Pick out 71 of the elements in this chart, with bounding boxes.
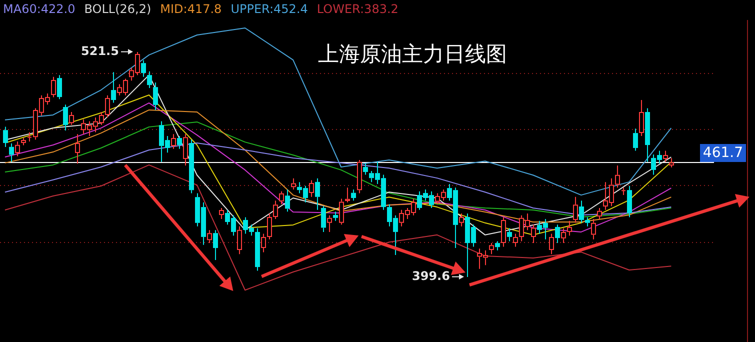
text: MA60:422.0 — [3, 2, 76, 16]
candlestick — [459, 213, 464, 227]
candlestick — [345, 187, 350, 203]
annotation: 521.5 — [81, 44, 119, 58]
candlestick — [495, 240, 500, 251]
candlestick — [645, 108, 650, 162]
candlestick — [9, 142, 14, 162]
candlestick — [255, 228, 260, 272]
candlestick — [549, 233, 554, 255]
candlestick — [57, 74, 62, 100]
text: LOWER:383.2 — [316, 2, 398, 16]
candlestick — [189, 139, 194, 194]
candlestick — [597, 207, 602, 220]
candlestick — [273, 200, 278, 220]
series-label: UPPER:452.4 — [230, 2, 308, 16]
candlestick — [333, 211, 338, 222]
candlestick — [633, 128, 638, 152]
candlestick — [363, 163, 368, 176]
candlestick — [639, 99, 644, 136]
candlestick — [207, 230, 212, 244]
candlestick — [579, 200, 584, 224]
candlestick — [309, 180, 314, 198]
annotation: 399.6 — [412, 269, 450, 283]
candlestick — [507, 228, 512, 242]
candlestick — [501, 216, 506, 248]
candlestick — [615, 165, 620, 188]
candlestick — [51, 76, 56, 98]
candlestick — [111, 72, 116, 104]
candlestick — [237, 226, 242, 255]
candlestick — [621, 187, 626, 196]
candlestick — [183, 134, 188, 166]
candlestick — [291, 178, 296, 190]
candlestick — [153, 82, 158, 111]
candlestick — [531, 224, 536, 244]
candlestick — [69, 111, 74, 126]
candlestick — [267, 213, 272, 240]
candlestick — [351, 189, 356, 202]
candlestick — [219, 207, 224, 220]
candlestick — [177, 135, 182, 150]
chart-title: 上海原油主力日线图 — [318, 41, 507, 68]
candlestick — [663, 150, 668, 162]
candlestick — [591, 218, 596, 240]
candlestick — [573, 196, 578, 224]
legend-title: BOLL(26,2) — [84, 2, 152, 16]
candlestick — [15, 141, 20, 157]
candlestick — [489, 242, 494, 255]
candlestick — [339, 198, 344, 226]
candlestick — [171, 134, 176, 150]
candlestick — [561, 228, 566, 244]
candlestick — [63, 104, 68, 131]
candlestick — [261, 233, 266, 253]
candlestick — [627, 185, 632, 218]
candlestick — [3, 126, 8, 148]
candlestick — [315, 178, 320, 210]
candlestick — [513, 233, 518, 248]
candlestick — [285, 189, 290, 212]
candlestick — [585, 216, 590, 227]
candlestick — [357, 159, 362, 194]
candlestick — [147, 70, 152, 88]
candlestick — [75, 134, 80, 164]
candlestick — [213, 230, 218, 261]
text: MID:417.8 — [160, 2, 222, 16]
candlestick — [279, 190, 284, 205]
candlestick — [669, 158, 674, 168]
candlestick — [327, 214, 332, 232]
candlestick — [555, 224, 560, 244]
ref-line-label: 461.7 — [700, 144, 746, 162]
candlestick — [567, 220, 572, 236]
candlestick — [105, 94, 110, 118]
candlestick — [141, 60, 146, 78]
candlestick — [321, 206, 326, 232]
